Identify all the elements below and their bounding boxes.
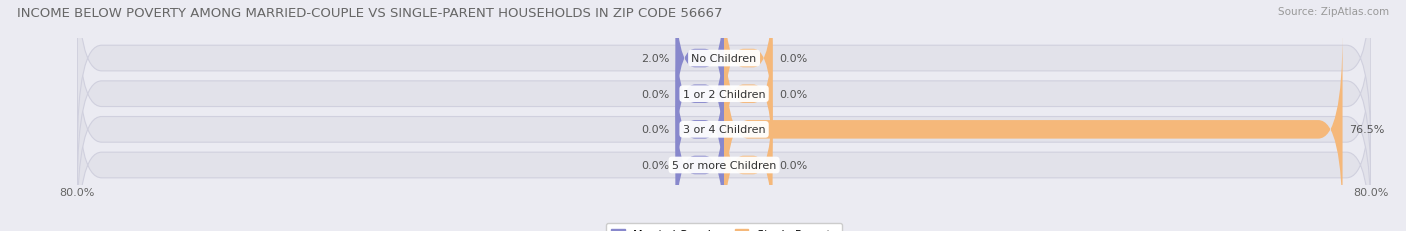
- Text: 2.0%: 2.0%: [641, 54, 669, 64]
- Text: 0.0%: 0.0%: [641, 89, 669, 99]
- Text: 0.0%: 0.0%: [779, 89, 807, 99]
- Text: No Children: No Children: [692, 54, 756, 64]
- FancyBboxPatch shape: [724, 0, 773, 135]
- FancyBboxPatch shape: [724, 89, 773, 231]
- FancyBboxPatch shape: [77, 1, 1371, 188]
- Text: 0.0%: 0.0%: [641, 125, 669, 135]
- Text: 76.5%: 76.5%: [1348, 125, 1385, 135]
- Text: 0.0%: 0.0%: [779, 54, 807, 64]
- FancyBboxPatch shape: [724, 33, 1343, 227]
- FancyBboxPatch shape: [676, 89, 724, 231]
- Text: INCOME BELOW POVERTY AMONG MARRIED-COUPLE VS SINGLE-PARENT HOUSEHOLDS IN ZIP COD: INCOME BELOW POVERTY AMONG MARRIED-COUPL…: [17, 7, 723, 20]
- FancyBboxPatch shape: [676, 18, 724, 170]
- FancyBboxPatch shape: [77, 36, 1371, 223]
- Text: Source: ZipAtlas.com: Source: ZipAtlas.com: [1278, 7, 1389, 17]
- Legend: Married Couples, Single Parents: Married Couples, Single Parents: [606, 223, 842, 231]
- Text: 1 or 2 Children: 1 or 2 Children: [683, 89, 765, 99]
- FancyBboxPatch shape: [77, 72, 1371, 231]
- Text: 5 or more Children: 5 or more Children: [672, 160, 776, 170]
- FancyBboxPatch shape: [724, 18, 773, 170]
- Text: 3 or 4 Children: 3 or 4 Children: [683, 125, 765, 135]
- Text: 0.0%: 0.0%: [641, 160, 669, 170]
- FancyBboxPatch shape: [676, 54, 724, 206]
- FancyBboxPatch shape: [676, 0, 724, 135]
- FancyBboxPatch shape: [77, 0, 1371, 152]
- Text: 0.0%: 0.0%: [779, 160, 807, 170]
